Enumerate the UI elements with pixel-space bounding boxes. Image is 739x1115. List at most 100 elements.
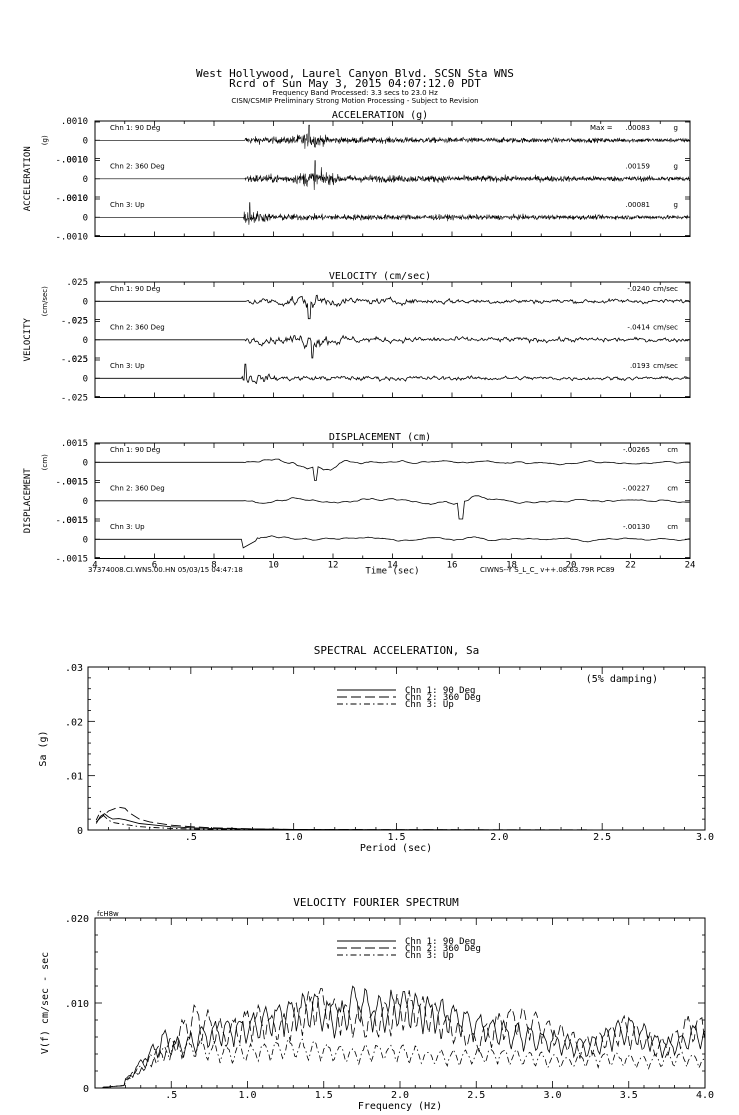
panel-title: DISPLACEMENT (cm)	[329, 432, 431, 443]
peak-value: -.0240	[627, 285, 650, 293]
peak-unit: cm/sec	[653, 362, 678, 370]
sa-ytick-label: .02	[65, 717, 83, 728]
peak-value: .0193	[630, 362, 650, 370]
ytick-label: 0	[83, 297, 88, 307]
time-tick-label: 24	[685, 561, 696, 571]
ytick-label: -.025	[61, 317, 88, 327]
panel-ylabel: ACCELERATION	[23, 146, 33, 211]
ytick-label: -.0010	[55, 194, 88, 204]
sa-legend-label: Chn 1: 90 Deg	[405, 686, 475, 696]
ytick-label: 0	[83, 175, 88, 185]
ytick-label: .025	[66, 278, 88, 288]
ytick-label: .0010	[61, 194, 88, 204]
ytick-label: .025	[66, 355, 88, 365]
fs-series-2	[102, 987, 706, 1088]
trace-2	[95, 495, 690, 520]
sa-ylabel: Sa (g)	[38, 730, 49, 766]
spectral-acceleration-chart: SPECTRAL ACCELERATION, Sa Period (sec) Sa …	[38, 644, 714, 854]
channel-label: Chn 2: 360 Deg	[110, 163, 165, 171]
footer-processing-id: CIWNS--Y S_L_C_ v++.08.63.79R PC89	[480, 566, 615, 574]
station-title: West Hollywood, Laurel Canyon Blvd. SCSN…	[196, 67, 514, 80]
ytick-label: .0015	[61, 478, 88, 488]
fs-legend-label: Chn 3: Up	[405, 951, 454, 961]
fs-ytick-label: .020	[65, 914, 89, 925]
sa-xtick-label: 2.5	[593, 832, 611, 843]
fs-series-3	[102, 1037, 706, 1088]
time-history-panels: ACCELERATION (g) ACCELERATION (g) .0010 0 -.0…	[23, 110, 695, 577]
sa-ytick-label: .03	[65, 663, 83, 674]
ytick-label: -.0015	[55, 478, 88, 488]
panel-ylabel: VELOCITY	[23, 318, 33, 362]
sa-legend-label: Chn 3: Up	[405, 700, 454, 710]
peak-unit: g	[674, 201, 678, 209]
trace-3	[95, 535, 690, 549]
panel-title: VELOCITY (cm/sec)	[329, 271, 431, 282]
ytick-label: 0	[83, 336, 88, 346]
fs-xtick-label: 2.5	[467, 1090, 485, 1101]
sa-xtick-label: 2.0	[490, 832, 508, 843]
panel-velocity: VELOCITY (cm/sec) VELOCITY (cm/sec) .025 0 -.…	[23, 271, 691, 404]
record-time: Rcrd of Sun May 3, 2015 04:07:12.0 PDT	[229, 77, 481, 90]
peak-value: -.00265	[623, 446, 650, 454]
ytick-label: -.0010	[55, 156, 88, 166]
peak-value: -.0414	[627, 324, 650, 332]
ytick-label: 0	[83, 535, 88, 545]
sa-legend-label: Chn 2: 360 Deg	[405, 693, 481, 703]
panel-ylabel: DISPLACEMENT	[23, 468, 33, 534]
peak-value: .00159	[626, 163, 651, 171]
fs-ylabel: V(f) cm/sec - sec	[40, 952, 51, 1054]
fs-xtick-label: 1.5	[315, 1090, 333, 1101]
fs-xtick-label: .5	[165, 1090, 177, 1101]
sa-xlabel: Period (sec)	[360, 843, 432, 854]
damping-note: (5% damping)	[586, 674, 658, 685]
time-axis-label: Time (sec)	[365, 567, 419, 577]
time-tick-label: 12	[328, 561, 339, 571]
frequency-band: Frequency Band Processed: 3.3 secs to 23…	[272, 89, 438, 97]
fs-ytick-label: 0	[83, 1084, 89, 1095]
fs-xtick-label: 3.5	[620, 1090, 638, 1101]
trace-1	[95, 124, 690, 149]
channel-label: Chn 3: Up	[110, 523, 145, 531]
time-tick-label: 18	[506, 561, 517, 571]
processing-note: CISN/CSMIP Preliminary Strong Motion Pro…	[231, 97, 478, 105]
peak-unit: cm/sec	[653, 324, 678, 332]
ytick-label: 0	[83, 213, 88, 223]
time-tick-label: 4	[92, 561, 97, 571]
peak-unit: cm	[667, 523, 678, 531]
channel-label: Chn 1: 90 Deg	[110, 285, 160, 293]
peak-value: -.00227	[623, 485, 650, 493]
ytick-label: .0015	[61, 516, 88, 526]
channel-label: Chn 3: Up	[110, 201, 145, 209]
sa-xtick-label: .5	[185, 832, 197, 843]
trace-1	[95, 294, 690, 320]
ytick-label: -.025	[61, 355, 88, 365]
peak-value: .00083	[626, 124, 651, 132]
panel-unit-label: (cm)	[41, 454, 49, 470]
trace-3	[95, 202, 690, 225]
fs-xtick-label: 1.0	[238, 1090, 256, 1101]
fs-frame	[94, 917, 706, 1089]
trace-1	[95, 458, 690, 481]
panel-displacement: DISPLACEMENT (cm) DISPLACEMENT (cm) .0015 0 -…	[23, 432, 695, 577]
peak-value: .00081	[626, 201, 651, 209]
trace-2	[95, 334, 690, 359]
trace-2	[95, 160, 690, 191]
channel-label: Chn 3: Up	[110, 362, 145, 370]
ytick-label: .0015	[61, 439, 88, 449]
fs-xtick-label: 3.0	[543, 1090, 561, 1101]
fs-xtick-label: 4.0	[696, 1090, 714, 1101]
peak-unit: cm/sec	[653, 285, 678, 293]
ytick-label: 0	[83, 497, 88, 507]
peak-unit: cm	[667, 485, 678, 493]
time-tick-label: 14	[387, 561, 398, 571]
peak-prefix: Max =	[590, 124, 613, 132]
sa-xtick-label: 3.0	[696, 832, 714, 843]
sa-xtick-label: 1.5	[387, 832, 405, 843]
sa-frame	[87, 666, 706, 831]
peak-value: -.00130	[623, 523, 650, 531]
fs-series-1	[102, 985, 706, 1088]
trace-3	[95, 363, 690, 385]
ytick-label: 0	[83, 458, 88, 468]
time-tick-label: 22	[625, 561, 636, 571]
